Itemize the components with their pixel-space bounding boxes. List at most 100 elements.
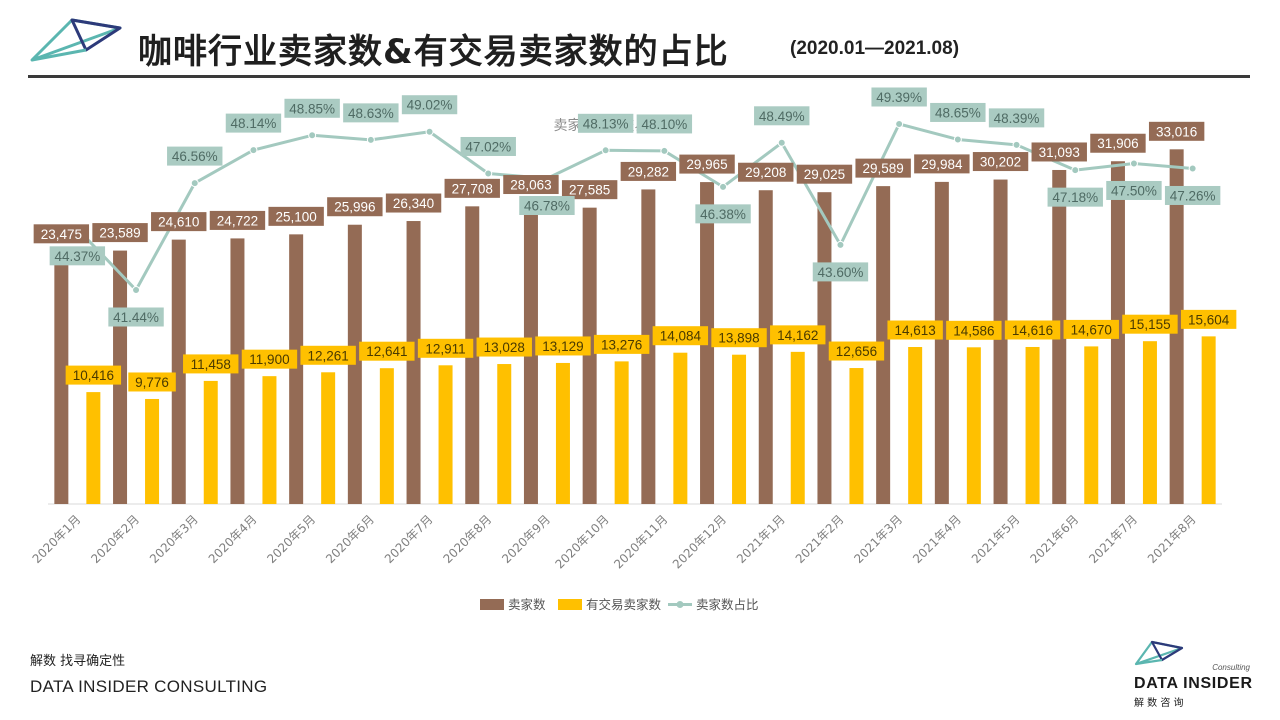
seller-label-5-text: 25,996 — [334, 200, 375, 215]
seller-label-18-bg — [1090, 133, 1146, 153]
seller-label-10-bg — [620, 161, 677, 181]
title-divider — [28, 75, 1250, 78]
ratio-point-4 — [308, 131, 317, 140]
x-tick-label-8: 2020年9月 — [499, 512, 553, 566]
trading-label-17-text: 14,670 — [1071, 322, 1112, 337]
ratio-point-11 — [719, 182, 728, 191]
seller-label-14-bg — [855, 158, 911, 178]
ratio-point-13 — [836, 240, 845, 249]
ratio-label-7-text: 47.02% — [465, 139, 511, 154]
ratio-label-9-bg — [577, 113, 634, 133]
ratio-point-18 — [1129, 159, 1138, 168]
ratio-label-5-bg — [343, 103, 399, 123]
ratio-label-8-bg — [519, 195, 575, 215]
ratio-label-16-bg — [988, 108, 1045, 128]
trading-label-4-text: 12,261 — [308, 348, 349, 363]
footer-company: DATA INSIDER CONSULTING — [30, 677, 268, 696]
x-tick-label-2: 2020年3月 — [147, 512, 201, 566]
seller-label-16-bg — [972, 152, 1029, 172]
seller-label-13-bg — [796, 164, 853, 184]
seller-label-19-bg — [1148, 121, 1205, 141]
trading-label-0-bg — [65, 365, 122, 385]
trading-label-16-text: 14,616 — [1012, 323, 1053, 338]
legend-label-1: 有交易卖家数 — [586, 597, 662, 612]
x-tick-label-19: 2021年8月 — [1145, 512, 1199, 566]
trading-label-5-bg — [359, 341, 415, 361]
x-tick-label-5: 2020年6月 — [323, 512, 377, 566]
ratio-point-10 — [660, 146, 669, 155]
seller-label-5-bg — [327, 197, 383, 217]
seller-label-18: 31,906 — [1090, 133, 1146, 153]
legend-marker-2 — [676, 601, 684, 608]
footer-logo-icon: Consulting DATA INSIDER 解 数 咨 询 — [1134, 640, 1252, 709]
seller-label-6-text: 26,340 — [393, 196, 434, 211]
trading-bar-17 — [1084, 346, 1099, 504]
ratio-point-3 — [249, 146, 258, 155]
trading-label-3-text: 11,900 — [249, 352, 289, 367]
trading-label-4-bg — [300, 345, 356, 365]
trading-label-2: 11,458 — [183, 354, 239, 374]
ratio-label-0-text: 44.37% — [54, 249, 100, 264]
trading-label-14-bg — [887, 320, 943, 340]
ratio-label-11-bg — [695, 204, 751, 224]
seller-label-0: 23,475 — [33, 224, 90, 244]
trading-label-11: 13,898 — [711, 328, 767, 348]
seller-label-10-text: 29,282 — [628, 164, 669, 179]
trading-label-6: 12,911 — [417, 338, 474, 358]
logo-consulting-text: Consulting — [1212, 663, 1250, 672]
ratio-label-6-text: 49.02% — [407, 98, 453, 113]
trading-label-12-bg — [770, 325, 826, 345]
trading-label-2-bg — [183, 354, 239, 374]
trading-label-5-text: 12,641 — [366, 344, 407, 359]
seller-bar-6 — [406, 221, 421, 504]
trading-bar-12 — [790, 351, 805, 504]
trading-label-10-bg — [652, 326, 709, 346]
trading-label-7-bg — [476, 337, 532, 357]
ratio-label-5: 48.63% — [343, 103, 399, 123]
trading-label-10-text: 14,084 — [660, 329, 702, 344]
ratio-label-12-text: 48.49% — [759, 109, 805, 124]
seller-bar-2 — [171, 239, 186, 504]
seller-label-6: 26,340 — [385, 193, 442, 213]
trading-bar-4 — [321, 372, 336, 504]
seller-label-3: 24,722 — [209, 210, 266, 230]
trading-bar-14 — [908, 347, 923, 504]
seller-label-8-text: 28,063 — [510, 178, 551, 193]
ratio-label-10-bg — [636, 114, 693, 134]
ratio-label-4-bg — [284, 98, 340, 118]
brand-logo-icon — [30, 18, 122, 62]
trading-label-12-text: 14,162 — [777, 328, 818, 343]
ratio-point-1 — [132, 286, 141, 294]
trading-label-19-bg — [1180, 309, 1237, 329]
x-tick-label-13: 2021年2月 — [793, 512, 847, 566]
ratio-label-10-text: 48.10% — [641, 117, 687, 132]
period-subtitle: (2020.01—2021.08) — [790, 38, 960, 59]
trading-label-2-text: 11,458 — [191, 357, 231, 372]
seller-label-1: 23,589 — [92, 223, 148, 243]
ratio-label-13: 43.60% — [812, 262, 869, 282]
ratio-label-7-bg — [460, 136, 516, 156]
ratio-label-0-bg — [49, 246, 106, 266]
seller-label-17: 31,093 — [1031, 142, 1087, 162]
seller-label-12: 29,208 — [738, 162, 794, 182]
trading-bar-0 — [86, 392, 101, 504]
ratio-label-3: 48.14% — [225, 113, 282, 133]
ratio-label-18-text: 47.50% — [1111, 183, 1157, 198]
seller-label-3-bg — [209, 210, 266, 230]
trading-label-10: 14,084 — [652, 326, 709, 346]
trading-label-7-text: 13,028 — [484, 340, 525, 355]
x-tick-label-0: 2020年1月 — [30, 512, 84, 566]
logo-name-text: DATA INSIDER — [1134, 675, 1252, 692]
trading-label-19-text: 15,604 — [1188, 312, 1230, 327]
trading-label-15: 14,586 — [946, 320, 1002, 340]
seller-label-17-bg — [1031, 142, 1087, 162]
x-tick-label-4: 2020年5月 — [264, 512, 318, 566]
ratio-label-16: 48.39% — [988, 108, 1045, 128]
trading-label-19: 15,604 — [1180, 309, 1237, 329]
trading-label-1-bg — [128, 372, 176, 392]
trading-label-16: 14,616 — [1004, 320, 1061, 340]
trading-label-14-text: 14,613 — [895, 323, 936, 338]
x-tick-label-10: 2020年11月 — [611, 512, 670, 571]
x-tick-label-15: 2021年4月 — [910, 512, 964, 566]
ratio-label-8: 46.78% — [519, 195, 575, 215]
